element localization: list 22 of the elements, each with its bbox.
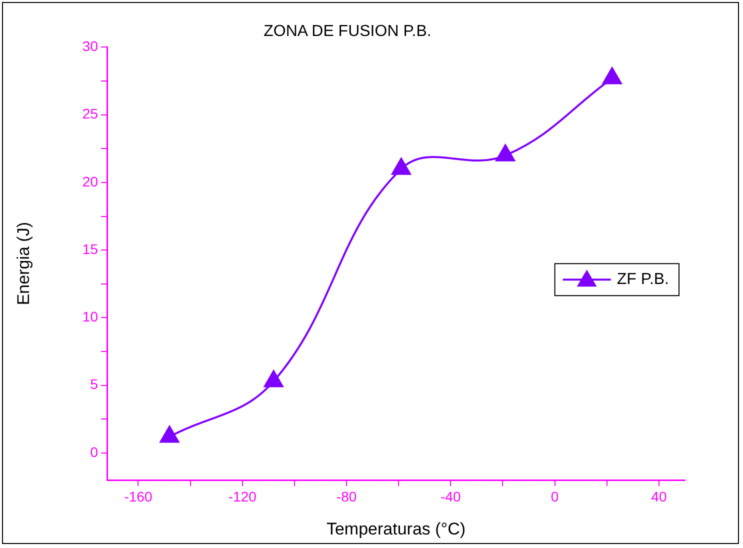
y-axis-title: Energia (J) [14,222,33,306]
point [392,158,411,175]
x-tick-label: 0 [550,488,559,504]
legend-label: ZF P.B. [616,271,670,288]
x-tick-label: 40 [651,488,667,504]
y-tick-label: 0 [90,444,98,460]
y-tick-label: 15 [82,240,98,257]
x-tick-label: -40 [440,488,462,504]
x-tick-label: -80 [336,488,357,504]
y-tick-label: 5 [90,376,98,392]
y-tick-label: 20 [82,173,98,190]
point [264,370,284,388]
y-tick-label: 30 [82,38,98,54]
y-tick-label: 25 [82,106,98,122]
point [602,67,622,84]
y-tick-label: 10 [82,308,98,325]
x-tick-label: -120 [228,488,257,504]
chart-title: ZONA DE FUSION P.B. [264,23,432,40]
x-tick-label: -160 [124,488,152,504]
x-axis-title: Temperaturas (°C) [326,519,466,538]
point [160,426,180,443]
point [496,144,516,162]
